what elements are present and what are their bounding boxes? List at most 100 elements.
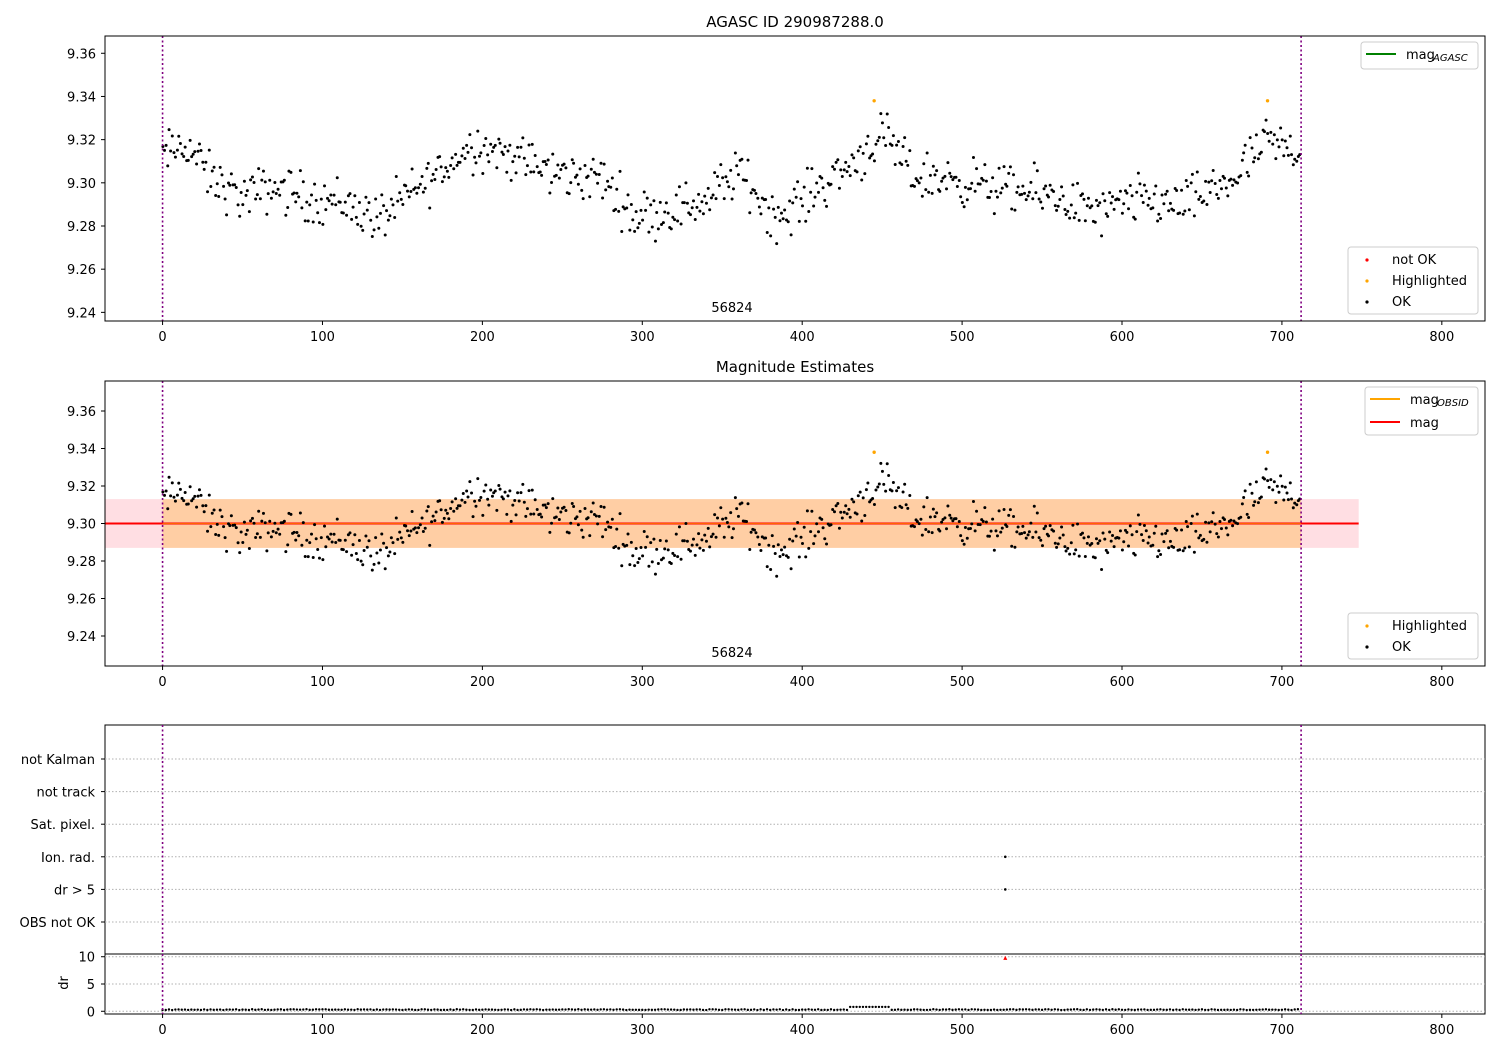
ok-point <box>266 192 270 196</box>
ok-point <box>170 134 174 138</box>
dr-point <box>804 1008 807 1011</box>
ok-point <box>697 192 701 196</box>
ok-point <box>445 511 449 515</box>
ok-point <box>535 507 539 511</box>
ok-point <box>832 510 836 514</box>
ok-point <box>470 146 474 150</box>
ok-point <box>323 524 327 528</box>
ok-point <box>1293 501 1297 505</box>
ok-point <box>164 143 168 147</box>
ok-point <box>188 485 192 489</box>
ok-point <box>991 176 995 180</box>
ok-point <box>809 190 813 194</box>
ok-point <box>736 514 740 518</box>
ok-point <box>425 509 429 513</box>
dr-point <box>167 1008 171 1011</box>
ok-point <box>301 521 305 525</box>
dr-point <box>1076 1008 1079 1011</box>
ok-point <box>580 188 584 192</box>
ok-point <box>209 184 213 188</box>
ok-point <box>933 515 937 519</box>
ok-point <box>466 150 470 154</box>
ok-point <box>1168 539 1172 543</box>
ok-point <box>398 530 402 534</box>
ok-point <box>236 203 240 207</box>
ok-point <box>214 194 218 198</box>
ok-point <box>893 162 897 166</box>
dr-ylabel: dr <box>57 976 72 990</box>
dr-point <box>637 1008 641 1012</box>
ok-point <box>1118 529 1122 533</box>
ok-point <box>837 526 841 530</box>
dr-point <box>1168 1008 1172 1011</box>
ok-point <box>382 541 386 545</box>
ok-point <box>591 501 595 505</box>
ok-point <box>169 149 173 153</box>
ok-point <box>917 181 921 185</box>
ok-point <box>770 195 774 199</box>
ok-point <box>487 503 491 507</box>
ok-point <box>550 521 554 525</box>
ok-point <box>183 145 187 149</box>
dr-point <box>788 1008 791 1012</box>
ok-point <box>618 169 622 173</box>
ok-point <box>260 519 264 523</box>
dr-point <box>1069 1008 1073 1011</box>
dr-point <box>541 1008 545 1012</box>
dr-point <box>727 1008 730 1011</box>
ok-point <box>335 517 339 521</box>
ok-point <box>316 548 320 552</box>
dr-point <box>177 1008 180 1011</box>
flag-label: not Kalman <box>21 753 95 768</box>
ok-point <box>649 541 653 545</box>
ok-point <box>569 181 573 185</box>
ok-point <box>1175 528 1179 532</box>
ok-point <box>452 509 456 513</box>
ok-point <box>501 497 505 501</box>
ok-point <box>266 531 270 535</box>
ok-point <box>1111 195 1115 199</box>
ok-point <box>752 528 756 532</box>
ok-point <box>666 548 670 552</box>
ok-point <box>864 488 868 492</box>
flag-point <box>1003 888 1007 891</box>
ok-point <box>409 529 413 533</box>
ok-point <box>733 151 737 155</box>
ok-point <box>162 493 166 497</box>
dr-point <box>218 1008 222 1011</box>
ok-point <box>586 516 590 520</box>
dr-point <box>525 1008 529 1011</box>
ok-point <box>218 508 222 512</box>
dr-point <box>1037 1008 1041 1011</box>
agasc-xtick-label: 100 <box>310 330 335 345</box>
dr-point <box>254 1008 257 1012</box>
dr-point <box>1044 1008 1047 1011</box>
ok-point <box>554 515 558 519</box>
ok-point <box>233 523 237 527</box>
dr-point <box>266 1008 270 1011</box>
dr-point <box>845 1008 849 1012</box>
ok-point <box>981 178 985 182</box>
ok-point <box>661 221 665 225</box>
ok-point <box>1010 544 1014 548</box>
ok-point <box>807 546 811 550</box>
dr-point <box>1235 1008 1239 1012</box>
ok-point <box>636 561 640 565</box>
ok-point <box>906 506 910 510</box>
dr-point <box>583 1008 586 1011</box>
ok-point <box>1247 516 1251 520</box>
dr-xtick-label: 500 <box>950 1023 975 1038</box>
dr-point <box>1242 1008 1245 1011</box>
ok-point <box>348 192 352 196</box>
ok-point <box>229 514 233 518</box>
ok-point <box>652 537 656 541</box>
ok-point <box>1195 512 1199 516</box>
ok-point <box>1090 542 1094 546</box>
dr-point <box>625 1008 628 1012</box>
ok-point <box>1280 138 1284 142</box>
ok-point <box>250 516 254 520</box>
dr-point <box>430 1008 433 1012</box>
ok-point <box>940 179 944 183</box>
ok-point <box>1190 172 1194 176</box>
magnitude-line-legend: mag OBSID mag <box>1364 386 1479 436</box>
